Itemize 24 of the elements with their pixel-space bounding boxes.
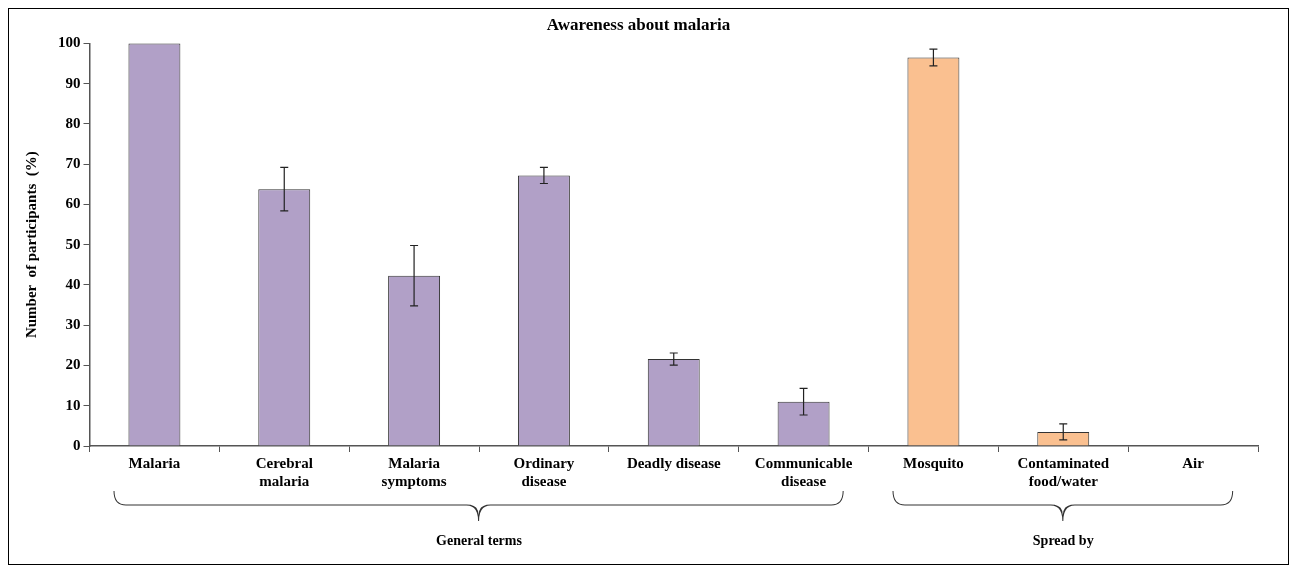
- y-tick-label: 100: [58, 34, 81, 51]
- y-tick-label: 40: [65, 275, 81, 292]
- y-tick-label: 60: [65, 195, 81, 212]
- x-tick-label: Mosquito: [902, 454, 964, 471]
- x-tick-label: Deadly disease: [626, 454, 721, 471]
- y-tick-label: 20: [65, 356, 81, 373]
- y-tick-label: 30: [65, 316, 81, 333]
- x-tick-label: Contaminated food/water: [1017, 454, 1110, 489]
- x-tick-label: Air: [1182, 454, 1205, 471]
- x-tick-label: Malaria symptoms: [381, 454, 447, 489]
- y-tick-label: 70: [65, 155, 81, 172]
- chart-title: Awareness about malaria: [546, 14, 731, 34]
- y-tick-label: 80: [65, 114, 81, 131]
- text: Spread by: [1031, 533, 1095, 549]
- y-tick-label: 90: [65, 74, 81, 91]
- y-axis-title: Number of participants (%): [22, 151, 40, 339]
- x-tick-label: Cerebral malaria: [255, 454, 313, 489]
- x-tick-label: Ordinary disease: [513, 454, 575, 489]
- x-tick-label: Malaria: [128, 454, 181, 471]
- y-tick-label: 10: [65, 396, 81, 413]
- text: General terms: [435, 533, 523, 549]
- y-tick-label: 50: [65, 235, 81, 252]
- y-tick-label: 0: [73, 436, 81, 453]
- x-tick-label: Communicable disease: [754, 454, 853, 489]
